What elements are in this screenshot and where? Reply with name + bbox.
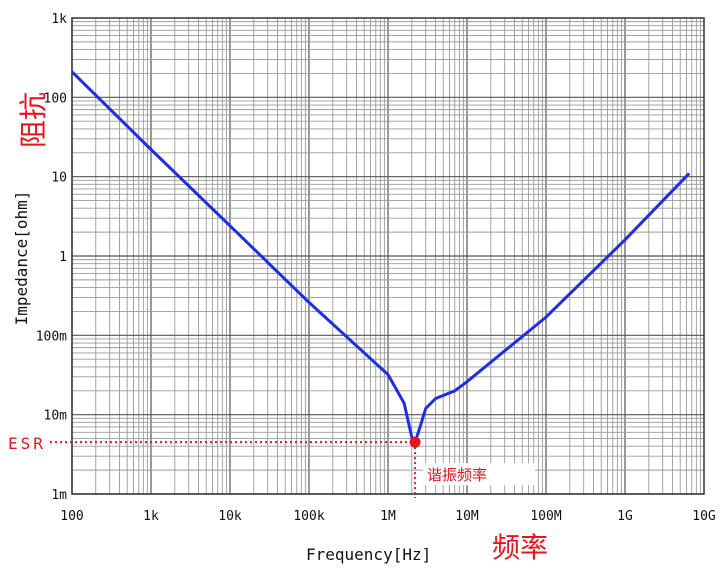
x-tick-label: 100M: [530, 509, 561, 524]
x-tick-label: 10k: [218, 509, 242, 524]
x-tick-label: 100: [60, 509, 83, 524]
y-tick-label: 100: [44, 91, 67, 106]
y-tick-label: 100m: [36, 329, 67, 344]
y-tick-labels: 1m 10m 100m 1 10 100 1k: [36, 12, 67, 503]
x-axis-chinese-title: 频率: [492, 531, 548, 564]
y-axis-chinese-title: 阻抗: [17, 92, 50, 148]
x-tick-label: 100k: [293, 509, 324, 524]
resonance-label-background: [423, 463, 536, 486]
x-axis-title: Frequency[Hz]: [306, 545, 431, 564]
x-tick-labels: 100 1k 10k 100k 1M 10M 100M 1G 10G: [60, 509, 716, 524]
y-tick-label: 1k: [51, 12, 67, 27]
x-tick-label: 1M: [380, 509, 396, 524]
y-tick-label: 1: [59, 250, 67, 265]
x-tick-label: 10M: [455, 509, 479, 524]
plot-frame: [71, 17, 705, 495]
y-tick-label: 1m: [51, 488, 67, 503]
y-tick-label: 10m: [44, 409, 68, 424]
x-tick-label: 10G: [692, 509, 716, 524]
resonance-point: [409, 436, 421, 448]
resonance-frequency-label: 谐振频率: [427, 466, 487, 484]
x-tick-label: 1G: [617, 509, 633, 524]
impedance-curve: [70, 70, 691, 444]
y-axis-title: Impedance[ohm]: [12, 191, 31, 326]
x-tick-label: 1k: [143, 509, 159, 524]
y-tick-label: 10: [51, 171, 67, 186]
esr-label: ESR: [8, 434, 46, 453]
